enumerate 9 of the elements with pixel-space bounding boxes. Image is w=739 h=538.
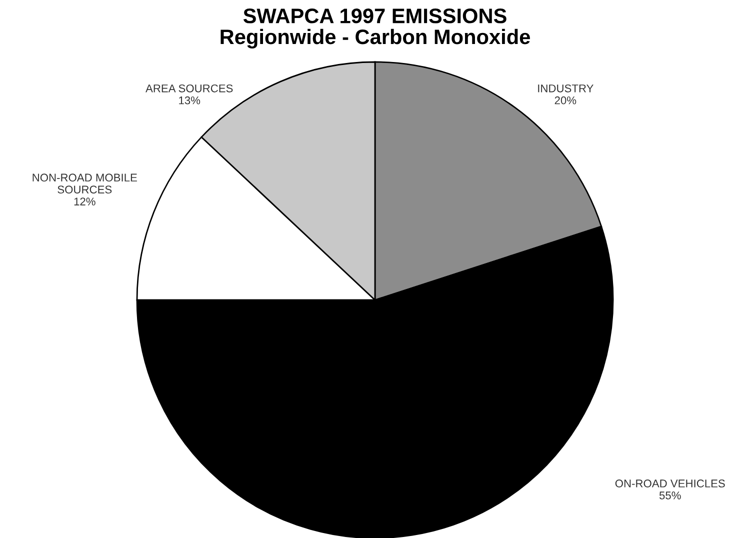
slice-label: INDUSTRY [538, 84, 594, 92]
chart-title: SWAPCA 1997 EMISSIONS Regionwide - Carbon Monoxide [220, 8, 530, 48]
data-label: 13% [179, 96, 200, 104]
slice-label: ON-ROAD VEHICLES [615, 480, 725, 488]
slice-label: AREA SOURCES [146, 84, 233, 92]
slice-label: NON-ROAD MOBILE SOURCES [32, 174, 137, 194]
data-label: 55% [659, 492, 681, 500]
data-label: 12% [74, 198, 96, 206]
data-label: 20% [554, 96, 576, 104]
